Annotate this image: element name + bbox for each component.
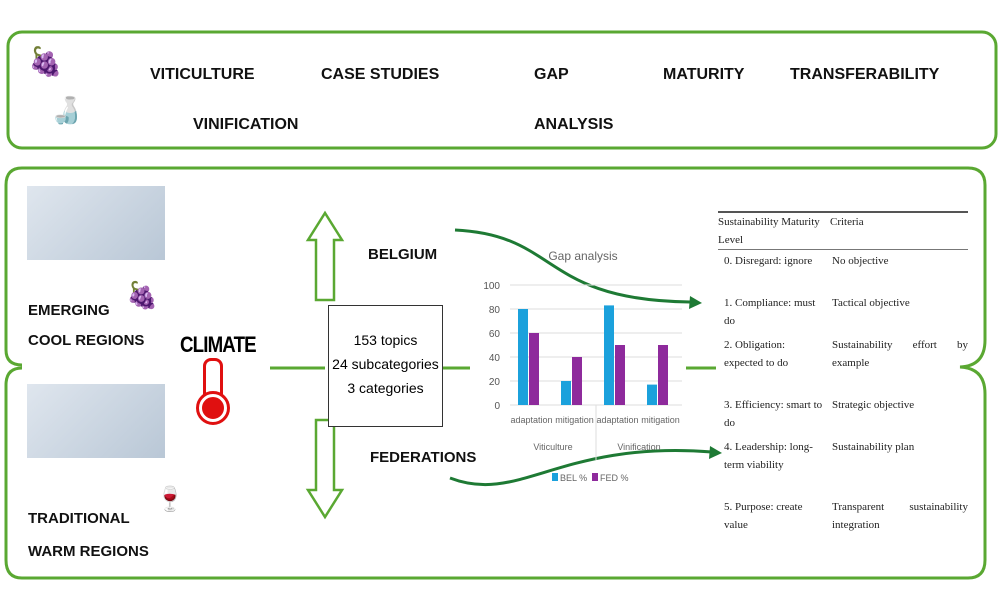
x-tick-label: adaptation xyxy=(596,415,638,425)
nav-transferability: TRANSFERABILITY xyxy=(790,66,940,83)
legend-swatch xyxy=(592,473,598,481)
level-cell: 2. Obligation: expected to do xyxy=(724,339,789,369)
nav-analysis: ANALYSIS xyxy=(534,116,614,133)
table-row: 0. Disregard: ignore No objective xyxy=(718,250,968,292)
topics-box: 153 topics 24 subcategories 3 categories xyxy=(328,305,443,427)
bar-fed xyxy=(615,345,625,405)
y-tick-label: 80 xyxy=(489,305,501,316)
topics-count: 153 topics xyxy=(353,332,418,348)
wine-glass-icon: 🍷 xyxy=(155,486,185,513)
criteria-cell: Tactical objective xyxy=(832,297,910,309)
chart-title: Gap analysis xyxy=(548,249,617,263)
table-header-level: Sustainability Maturity Level xyxy=(718,216,820,246)
maturity-table: Sustainability Maturity Level Criteria 0… xyxy=(718,211,968,538)
x-tick-label: mitigation xyxy=(555,415,594,425)
bar-fed xyxy=(658,345,668,405)
emerging-label: EMERGING xyxy=(28,302,110,319)
warm-regions-label: WARM REGIONS xyxy=(28,543,149,560)
level-cell: 4. Leadership: long-term viability xyxy=(724,441,813,471)
table-row: 3. Efficiency: smart to do Strategic obje… xyxy=(718,394,968,436)
bar-bel xyxy=(604,305,614,405)
group-label: Viticulture xyxy=(533,442,572,452)
x-tick-label: mitigation xyxy=(641,415,680,425)
level-cell: 3. Efficiency: smart to do xyxy=(724,399,823,429)
y-tick-label: 60 xyxy=(489,329,501,340)
criteria-cell: Strategic objective xyxy=(832,399,915,411)
grapes-icon: 🍇 xyxy=(126,280,159,310)
y-tick-label: 100 xyxy=(483,281,500,292)
level-cell: 1. Compliance: must do xyxy=(724,297,816,327)
level-cell: 0. Disregard: ignore xyxy=(724,255,813,267)
bar-bel xyxy=(647,384,657,405)
belgium-map-image xyxy=(27,186,165,260)
world-map-image xyxy=(27,384,165,458)
y-tick-label: 40 xyxy=(489,353,501,364)
nav-case-studies: CASE STUDIES xyxy=(321,66,440,83)
climate-label: CLIMATE xyxy=(180,332,257,357)
group-label: Vinification xyxy=(617,442,660,452)
categories-count: 3 categories xyxy=(347,380,424,396)
nav-viticulture: VITICULTURE xyxy=(150,66,255,83)
bar-bel xyxy=(518,309,528,405)
table-header-criteria: Criteria xyxy=(830,216,864,228)
table-row: 4. Leadership: long-term viability Sustai… xyxy=(718,436,968,496)
bar-fed xyxy=(529,333,539,405)
cool-regions-label: COOL REGIONS xyxy=(28,332,145,349)
up-arrow-icon xyxy=(305,210,345,302)
federations-label: FEDERATIONS xyxy=(370,449,477,466)
criteria-cell: Sustainability plan xyxy=(832,441,915,453)
criteria-cell: Transparent sustainability integration xyxy=(832,501,968,531)
table-row: 2. Obligation: expected to do Sustainabil… xyxy=(718,334,968,394)
bar-bel xyxy=(561,381,571,405)
down-arrow-icon xyxy=(305,418,345,520)
nav-maturity: MATURITY xyxy=(663,66,745,83)
y-tick-label: 20 xyxy=(489,377,501,388)
legend-label: FED % xyxy=(600,473,629,483)
x-tick-label: adaptation xyxy=(510,415,552,425)
bar-fed xyxy=(572,357,582,405)
level-cell: 5. Purpose: create value xyxy=(724,501,803,531)
subcategories-count: 24 subcategories xyxy=(332,356,439,372)
traditional-label: TRADITIONAL xyxy=(28,510,130,527)
nav-gap: GAP xyxy=(534,66,569,83)
legend-swatch xyxy=(552,473,558,481)
belgium-label: BELGIUM xyxy=(368,246,438,263)
y-tick-label: 0 xyxy=(494,401,500,412)
grapes-icon: 🍇 xyxy=(28,46,63,77)
bottle-icon: 🍶 xyxy=(50,95,83,125)
criteria-cell: Sustainability effort by example xyxy=(832,339,968,369)
table-row: 1. Compliance: must do Tactical objective xyxy=(718,292,968,334)
legend-label: BEL % xyxy=(560,473,587,483)
criteria-cell: No objective xyxy=(832,255,889,267)
table-row: 5. Purpose: create value Transparent sust… xyxy=(718,496,968,538)
nav-vinification: VINIFICATION xyxy=(193,116,299,133)
